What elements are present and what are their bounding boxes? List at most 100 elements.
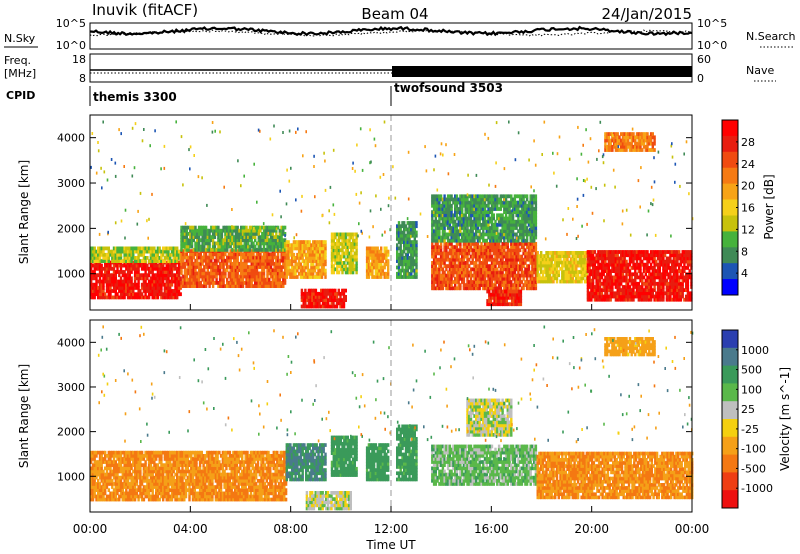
power-echo-cell [280,281,283,285]
power-echo-cell [144,273,147,278]
power-echo-cell [213,265,217,269]
power-echo-cell [243,232,246,236]
power-echo-cell [105,282,109,287]
power-echo-cell [144,249,147,254]
power-echo-cell [204,281,208,285]
power-echo-cell [160,263,163,268]
power-echo-cell [314,295,318,299]
power-echo-cell [215,258,218,263]
power-echo-cell [90,270,93,274]
power-echo-cell [266,238,269,243]
power-echo-cell [197,232,201,236]
power-echo-cell [189,261,192,266]
power-echo-cell [194,274,197,279]
power-echo-cell [192,281,195,285]
power-echo-cell [289,275,292,279]
power-echo-cell [194,268,197,273]
power-echo-cell [269,232,273,236]
power-echo-cell [259,225,262,230]
power-echo-cell [312,256,315,260]
power-echo-cell [204,238,208,243]
power-echo-cell [160,282,163,287]
power-echo-cell [255,232,259,236]
power-echo-cell [248,284,252,288]
power-echo-cell [231,274,234,279]
power-echo-cell [266,284,269,288]
power-echo-cell [199,261,202,266]
cpid-label: CPID [6,89,35,102]
power-echo-cell [245,258,248,263]
power-echo-cell [325,304,328,309]
power-echo-cell [149,249,153,254]
power-echo-cell [290,262,294,267]
power-echo-cell [324,262,327,267]
power-echo-cell [264,228,267,233]
power-echo-cell [194,261,197,266]
power-echo-cell [153,276,156,281]
power-echo-cell [155,286,158,290]
power-echo-cell [196,228,199,233]
power-echo-cell [135,273,139,278]
power-echo-cell [177,252,181,257]
power-echo-cell [183,274,187,279]
power-echo-cell [179,276,182,281]
power-echo-cell [231,247,234,252]
power-echo-cell [275,265,278,269]
power-echo-cell [315,259,318,263]
power-echo-cell [332,298,335,302]
power-echo-cell [227,241,231,246]
power-echo-cell [107,276,110,281]
power-echo-cell [234,232,238,236]
power-echo-cell [197,277,201,282]
power-echo-cell [128,266,131,271]
power-echo-cell [287,240,290,244]
power-echo-cell [189,265,192,269]
power-echo-cell [220,235,224,239]
power-echo-cell [208,265,211,269]
power-echo-cell [273,265,276,269]
power-echo-cell [177,279,181,284]
power-echo-cell [176,282,179,287]
power-echo-cell [276,241,280,246]
power-echo-cell [125,252,128,257]
power-echo-cell [234,255,238,260]
power-echo-cell [158,249,161,254]
power-echo-cell [97,249,100,254]
power-echo-cell [208,277,211,282]
power-echo-cell [167,292,170,297]
power-echo-cell [119,256,123,260]
power-echo-cell [180,232,183,236]
power-echo-cell [119,252,123,257]
power-echo-cell [254,258,257,263]
power-echo-cell [317,256,320,260]
power-echo-cell [213,247,217,252]
power-echo-cell [182,284,185,288]
power-echo-cell [315,252,318,257]
power-echo-cell [104,273,107,278]
power-echo-cell [268,271,271,276]
power-echo-cell [317,252,320,257]
power-echo-cell [139,295,142,300]
power-echo-cell [257,284,260,288]
power-echo-cell [299,268,303,273]
power-echo-cell [189,232,192,236]
power-echo-cell [180,235,183,239]
power-echo-cell [167,249,170,254]
power-echo-cell [322,271,325,276]
power-echo-cell [197,261,201,266]
power-echo-cell [98,295,102,300]
power-echo-cell [210,274,213,279]
freq-strip: Freq. [MHz] 18 8 60 0 Nave CPID [4,53,776,102]
power-echo-cell [320,265,324,270]
power-echo-cell [234,238,238,243]
power-echo-cell [182,232,185,236]
power-echo-cell [227,281,231,285]
power-echo-cell [220,238,224,243]
power-echo-cell [269,244,273,249]
power-echo-cell [217,244,220,249]
power-echo-cell [262,247,266,252]
power-echo-cell [319,259,322,263]
power-echo-cell [231,284,234,288]
power-echo-cell [158,256,161,260]
power-echo-cell [222,238,225,243]
